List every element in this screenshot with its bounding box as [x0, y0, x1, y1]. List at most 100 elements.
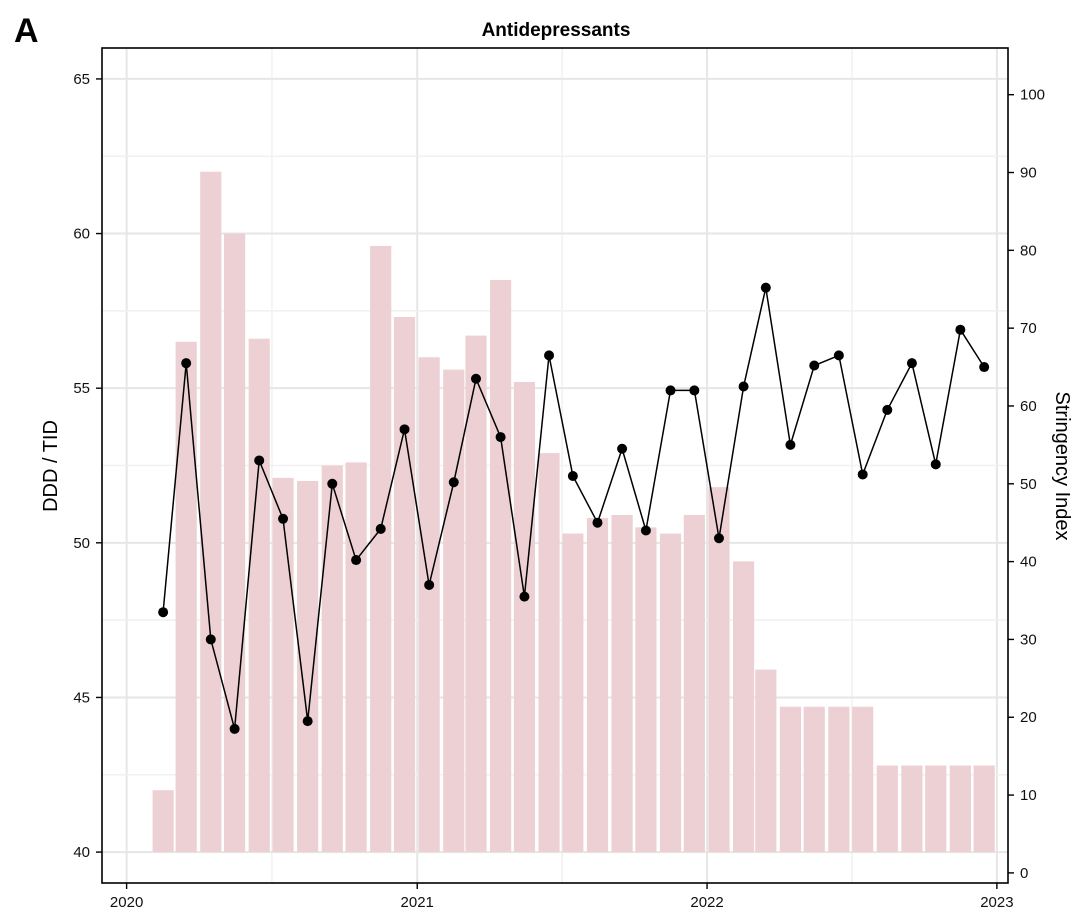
y-axis-right: 0 10 20 30 40 50 60 70 80 90 100: [1008, 87, 1045, 882]
bar: [828, 706, 850, 853]
data-point: [470, 373, 481, 384]
data-point: [544, 350, 555, 361]
data-point: [327, 478, 338, 489]
y2-tick-label: 40: [1020, 554, 1037, 571]
data-point: [229, 723, 240, 734]
data-point: [738, 381, 749, 392]
x-tick-label: 2022: [690, 894, 723, 911]
data-point: [760, 282, 771, 293]
y-tick-label: 55: [73, 380, 90, 397]
x-tick-label: 2020: [110, 894, 143, 911]
bar: [200, 171, 222, 853]
bar: [925, 765, 947, 853]
y2-tick-label: 60: [1020, 398, 1037, 415]
bar: [708, 487, 730, 853]
bar: [973, 765, 995, 853]
y-tick-label: 65: [73, 71, 90, 88]
chart-title: Antidepressants: [482, 20, 631, 41]
data-point: [424, 579, 435, 590]
data-point: [519, 591, 530, 602]
data-point: [181, 358, 192, 369]
bar: [297, 480, 319, 853]
data-point: [665, 385, 676, 396]
bar: [465, 335, 487, 853]
y2-tick-label: 100: [1020, 87, 1045, 104]
y2-tick-label: 30: [1020, 631, 1037, 648]
bar: [393, 317, 416, 853]
bar: [490, 279, 512, 853]
data-point: [906, 358, 917, 369]
bar: [755, 669, 777, 853]
data-point: [689, 385, 700, 396]
y2-tick-label: 80: [1020, 242, 1037, 259]
data-point: [930, 459, 941, 470]
data-point: [495, 432, 506, 443]
bar: [562, 533, 584, 853]
data-point: [254, 455, 265, 466]
data-point: [567, 471, 578, 482]
bar: [152, 790, 174, 853]
bar: [876, 765, 898, 853]
bar: [418, 357, 440, 853]
bar: [611, 514, 633, 853]
data-point: [302, 716, 313, 727]
panel-label: A: [14, 12, 39, 50]
x-axis: 2020 2021 2022 2023: [110, 883, 1014, 911]
bar: [659, 533, 682, 853]
bar: [175, 341, 197, 853]
data-point: [857, 469, 868, 480]
data-point: [809, 360, 820, 371]
y-tick-label: 50: [73, 535, 90, 552]
bar: [513, 382, 536, 853]
data-point: [882, 404, 893, 415]
y2-tick-label: 0: [1020, 865, 1028, 882]
data-point: [955, 324, 966, 335]
data-point: [617, 443, 628, 454]
y2-tick-label: 90: [1020, 165, 1037, 182]
bar: [852, 706, 874, 853]
plot-frame: [101, 47, 1009, 884]
y2-tick-label: 70: [1020, 320, 1037, 337]
bar: [949, 765, 971, 853]
bar: [803, 706, 825, 853]
x-tick-label: 2023: [980, 894, 1013, 911]
bar: [732, 561, 755, 853]
bar: [683, 514, 705, 853]
data-point: [375, 523, 386, 534]
x-tick-label: 2021: [401, 894, 434, 911]
bar: [321, 465, 343, 853]
data-point: [640, 525, 651, 536]
line-series: [158, 282, 990, 734]
bar: [443, 369, 465, 853]
data-point: [448, 477, 459, 488]
bar: [224, 233, 246, 853]
data-point: [785, 439, 796, 450]
y-tick-label: 40: [73, 844, 90, 861]
bar: [635, 527, 657, 853]
bar: [779, 706, 802, 853]
y-tick-label: 60: [73, 226, 90, 243]
bar: [538, 453, 560, 853]
data-point: [205, 634, 216, 645]
bar: [345, 462, 367, 853]
y-axis-left: 40 45 50 55 60 65: [73, 71, 102, 861]
y-axis-title-left: DDD / TID: [40, 420, 62, 512]
data-point: [592, 517, 603, 528]
data-point: [713, 533, 724, 544]
y-tick-label: 45: [73, 689, 90, 706]
data-point: [351, 555, 362, 566]
y2-tick-label: 20: [1020, 709, 1037, 726]
bar-series: [152, 171, 995, 853]
data-point: [979, 362, 990, 373]
y2-tick-label: 50: [1020, 476, 1037, 493]
bar: [586, 518, 609, 853]
bar: [370, 245, 392, 853]
data-point: [278, 513, 289, 524]
data-point: [833, 350, 844, 361]
bar: [248, 338, 270, 853]
y2-tick-label: 10: [1020, 787, 1037, 804]
y-axis-title-right: Stringency Index: [1051, 392, 1073, 541]
data-point: [399, 424, 410, 435]
bar: [272, 477, 294, 853]
